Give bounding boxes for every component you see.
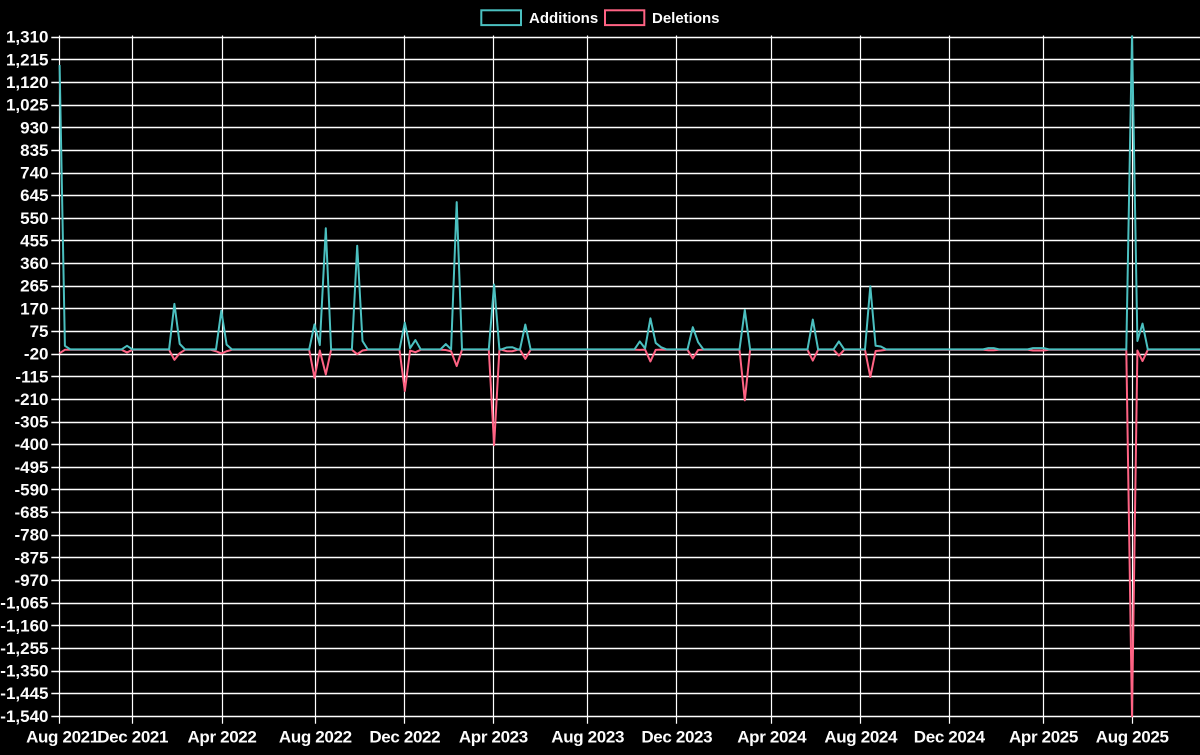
svg-text:-1,255: -1,255 xyxy=(0,639,48,658)
svg-text:75: 75 xyxy=(30,322,49,341)
svg-text:Dec 2022: Dec 2022 xyxy=(369,727,440,746)
svg-text:Apr 2022: Apr 2022 xyxy=(187,727,256,746)
svg-text:-210: -210 xyxy=(14,390,48,409)
svg-text:-305: -305 xyxy=(14,413,48,432)
svg-text:-685: -685 xyxy=(14,503,48,522)
svg-text:-1,445: -1,445 xyxy=(0,684,48,703)
svg-text:-1,350: -1,350 xyxy=(0,662,48,681)
svg-text:360: 360 xyxy=(20,254,48,273)
svg-text:1,215: 1,215 xyxy=(6,50,49,69)
svg-text:-115: -115 xyxy=(15,367,48,386)
svg-text:Dec 2024: Dec 2024 xyxy=(914,727,986,746)
svg-text:-780: -780 xyxy=(14,526,48,545)
svg-text:-20: -20 xyxy=(24,345,49,364)
svg-text:-970: -970 xyxy=(14,571,48,590)
svg-text:930: 930 xyxy=(20,118,48,137)
svg-text:Deletions: Deletions xyxy=(652,10,720,27)
svg-text:455: 455 xyxy=(20,231,48,250)
svg-text:-590: -590 xyxy=(14,480,48,499)
svg-text:Apr 2023: Apr 2023 xyxy=(459,727,528,746)
svg-text:835: 835 xyxy=(20,141,48,160)
svg-text:Aug 2025: Aug 2025 xyxy=(1096,727,1169,746)
svg-text:645: 645 xyxy=(20,186,48,205)
svg-text:Aug 2023: Aug 2023 xyxy=(551,727,624,746)
svg-text:-495: -495 xyxy=(14,458,48,477)
svg-text:Dec 2023: Dec 2023 xyxy=(641,727,712,746)
svg-text:170: 170 xyxy=(20,299,48,318)
svg-text:-875: -875 xyxy=(14,548,48,567)
svg-text:Dec 2021: Dec 2021 xyxy=(97,727,168,746)
svg-text:-1,540: -1,540 xyxy=(0,707,48,726)
svg-text:1,310: 1,310 xyxy=(6,28,49,47)
svg-text:265: 265 xyxy=(20,277,48,296)
svg-text:Apr 2024: Apr 2024 xyxy=(737,727,807,746)
svg-text:Additions: Additions xyxy=(529,10,598,27)
svg-text:Aug 2022: Aug 2022 xyxy=(279,727,352,746)
svg-text:550: 550 xyxy=(20,209,48,228)
svg-text:Aug 2021: Aug 2021 xyxy=(26,727,99,746)
svg-text:Aug 2024: Aug 2024 xyxy=(824,727,898,746)
svg-text:740: 740 xyxy=(20,164,48,183)
svg-text:-1,160: -1,160 xyxy=(0,616,48,635)
svg-text:-1,065: -1,065 xyxy=(0,594,48,613)
svg-text:1,025: 1,025 xyxy=(6,96,49,115)
svg-text:-400: -400 xyxy=(14,435,48,454)
svg-text:1,120: 1,120 xyxy=(6,73,49,92)
svg-text:Apr 2025: Apr 2025 xyxy=(1009,727,1078,746)
